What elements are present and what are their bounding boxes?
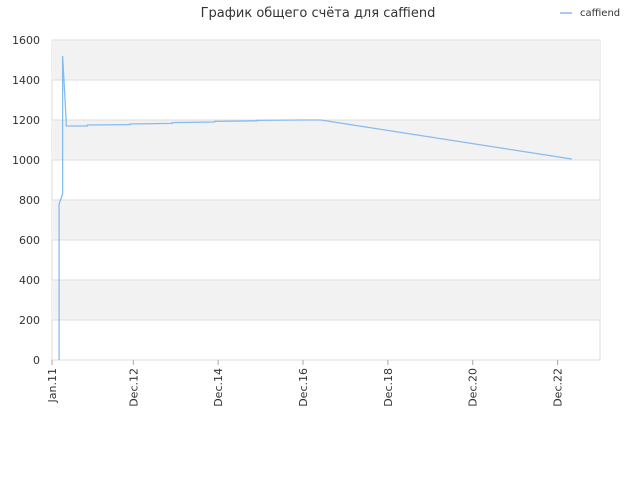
grid-band bbox=[52, 280, 600, 320]
y-tick-label: 1000 bbox=[12, 154, 40, 167]
legend-label: caffiend bbox=[580, 8, 620, 19]
x-tick-label: Dec.20 bbox=[467, 368, 480, 407]
y-tick-label: 200 bbox=[19, 314, 40, 327]
x-tick-label: Dec.22 bbox=[552, 368, 565, 407]
x-tick-label: Jan.11 bbox=[46, 368, 59, 403]
x-tick-label: Dec.18 bbox=[382, 368, 395, 407]
chart-title: График общего счёта для caffiend bbox=[201, 6, 436, 21]
x-tick-label: Dec.12 bbox=[127, 368, 140, 407]
x-tick-label: Dec.16 bbox=[297, 368, 310, 407]
y-tick-label: 1400 bbox=[12, 74, 40, 87]
x-tick-label: Dec.14 bbox=[212, 368, 225, 407]
line bbox=[58, 55, 572, 360]
grid-band bbox=[52, 40, 600, 80]
y-tick-label: 400 bbox=[19, 274, 40, 287]
y-tick-label: 1200 bbox=[12, 114, 40, 127]
y-tick-label: 800 bbox=[19, 194, 40, 207]
grid-band bbox=[52, 200, 600, 240]
y-tick-label: 1600 bbox=[12, 34, 40, 47]
y-tick-label: 0 bbox=[33, 354, 40, 367]
y-tick-label: 600 bbox=[19, 234, 40, 247]
grid-band bbox=[52, 120, 600, 160]
